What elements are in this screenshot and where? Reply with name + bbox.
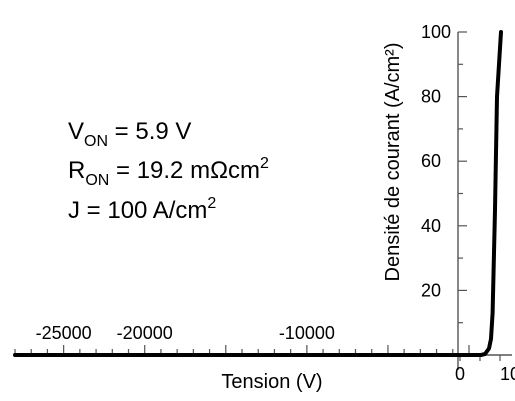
annotation-von-symbol: V — [68, 118, 84, 145]
ticks: -25000 -20000 -10000 0 10 20 40 60 80 100 — [14, 22, 515, 384]
annotation-ron: RON = 19.2 mΩcm2 — [68, 155, 269, 189]
x-tick-label: -25000 — [36, 323, 92, 343]
annotation-j: J = 100 A/cm2 — [68, 195, 216, 224]
y-axis-title: Densité de courant (A/cm²) — [382, 43, 404, 282]
y-tick-label: 80 — [421, 87, 441, 107]
annotation-j-value: = 100 A/cm — [80, 197, 207, 224]
y-tick-label: 40 — [421, 216, 441, 236]
annotation-von-value: = 5.9 V — [108, 118, 191, 145]
y-tick-label: 60 — [421, 151, 441, 171]
annotation-j-superscript: 2 — [207, 195, 216, 212]
annotation-von-subscript: ON — [84, 133, 108, 150]
annotation-ron-subscript: ON — [85, 172, 109, 189]
series-line-0 — [13, 30, 503, 357]
annotation-j-symbol: J — [68, 197, 80, 224]
annotation-block: VON = 5.9 V RON = 19.2 mΩcm2 J = 100 A/c… — [68, 118, 269, 224]
series — [13, 30, 503, 357]
annotation-ron-value: = 19.2 mΩcm — [109, 157, 260, 184]
annotation-ron-symbol: R — [68, 157, 85, 184]
x-forward-tick-label: 10 — [500, 364, 515, 384]
x-tick-label: -10000 — [279, 323, 335, 343]
x-forward-tick-label: 0 — [455, 364, 465, 384]
x-tick-label: -20000 — [117, 323, 173, 343]
annotation-ron-superscript: 2 — [260, 155, 269, 172]
x-axis-title: Tension (V) — [221, 371, 322, 393]
annotation-von: VON = 5.9 V — [68, 118, 191, 150]
y-tick-label: 20 — [421, 280, 441, 300]
y-tick-label: 100 — [421, 22, 451, 42]
